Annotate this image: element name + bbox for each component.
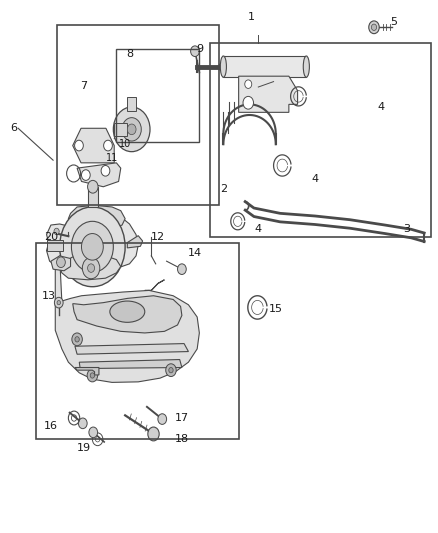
Ellipse shape bbox=[110, 301, 145, 322]
Circle shape bbox=[74, 140, 83, 151]
Text: 2: 2 bbox=[220, 184, 227, 195]
Circle shape bbox=[81, 233, 103, 260]
Text: 14: 14 bbox=[188, 248, 202, 258]
Text: 18: 18 bbox=[175, 434, 189, 445]
Text: 13: 13 bbox=[42, 290, 56, 301]
Circle shape bbox=[101, 165, 110, 176]
Circle shape bbox=[54, 297, 63, 308]
Circle shape bbox=[104, 140, 113, 151]
Circle shape bbox=[54, 228, 59, 235]
Bar bbox=[46, 240, 63, 251]
Bar bbox=[114, 123, 127, 136]
Text: 12: 12 bbox=[151, 232, 165, 243]
Circle shape bbox=[78, 418, 87, 429]
Text: 6: 6 bbox=[10, 123, 17, 133]
Text: 11: 11 bbox=[106, 152, 118, 163]
Circle shape bbox=[127, 124, 136, 135]
Polygon shape bbox=[145, 280, 164, 290]
Circle shape bbox=[148, 427, 159, 441]
Polygon shape bbox=[68, 205, 125, 231]
Text: 4: 4 bbox=[311, 174, 318, 184]
Bar bbox=[210, 43, 431, 237]
Circle shape bbox=[88, 180, 98, 193]
Circle shape bbox=[87, 369, 98, 382]
Bar bbox=[117, 49, 199, 142]
Text: 5: 5 bbox=[390, 17, 397, 27]
Circle shape bbox=[245, 80, 252, 88]
Circle shape bbox=[57, 257, 65, 268]
Polygon shape bbox=[239, 76, 297, 112]
Polygon shape bbox=[79, 360, 182, 368]
Text: 15: 15 bbox=[269, 304, 283, 314]
Polygon shape bbox=[73, 296, 182, 333]
Text: 4: 4 bbox=[255, 224, 262, 235]
Circle shape bbox=[169, 368, 173, 373]
Circle shape bbox=[81, 169, 90, 180]
Bar bbox=[35, 243, 239, 439]
Circle shape bbox=[122, 118, 141, 141]
Polygon shape bbox=[77, 163, 121, 187]
Circle shape bbox=[177, 264, 186, 274]
Text: 20: 20 bbox=[44, 232, 58, 243]
Circle shape bbox=[60, 207, 125, 287]
Ellipse shape bbox=[220, 56, 226, 77]
Circle shape bbox=[113, 107, 150, 152]
Bar bbox=[88, 187, 98, 207]
Polygon shape bbox=[60, 255, 121, 280]
Circle shape bbox=[71, 221, 113, 272]
Polygon shape bbox=[75, 368, 99, 375]
Circle shape bbox=[371, 24, 377, 30]
Circle shape bbox=[82, 257, 100, 279]
Text: 1: 1 bbox=[248, 12, 255, 22]
Circle shape bbox=[57, 301, 60, 305]
Circle shape bbox=[75, 337, 79, 342]
Text: 17: 17 bbox=[175, 413, 189, 423]
Circle shape bbox=[72, 333, 82, 346]
Text: 4: 4 bbox=[377, 102, 384, 112]
Polygon shape bbox=[127, 236, 143, 248]
Text: 3: 3 bbox=[403, 224, 410, 235]
Circle shape bbox=[191, 46, 199, 56]
Circle shape bbox=[369, 21, 379, 34]
Circle shape bbox=[166, 364, 176, 376]
Polygon shape bbox=[55, 256, 199, 382]
Circle shape bbox=[158, 414, 166, 424]
Bar bbox=[57, 25, 219, 205]
Circle shape bbox=[90, 373, 95, 378]
Polygon shape bbox=[75, 344, 188, 354]
Bar bbox=[127, 98, 136, 111]
Text: 9: 9 bbox=[196, 44, 203, 53]
Polygon shape bbox=[46, 213, 138, 270]
Text: 8: 8 bbox=[126, 49, 133, 59]
Text: 16: 16 bbox=[44, 421, 58, 431]
Circle shape bbox=[243, 96, 254, 109]
Text: 7: 7 bbox=[80, 81, 87, 91]
Circle shape bbox=[89, 427, 98, 438]
Polygon shape bbox=[73, 128, 114, 163]
Circle shape bbox=[88, 264, 95, 272]
Text: 10: 10 bbox=[119, 139, 131, 149]
Polygon shape bbox=[51, 256, 71, 271]
Text: 19: 19 bbox=[77, 443, 91, 453]
Polygon shape bbox=[223, 56, 306, 77]
Ellipse shape bbox=[303, 56, 309, 77]
